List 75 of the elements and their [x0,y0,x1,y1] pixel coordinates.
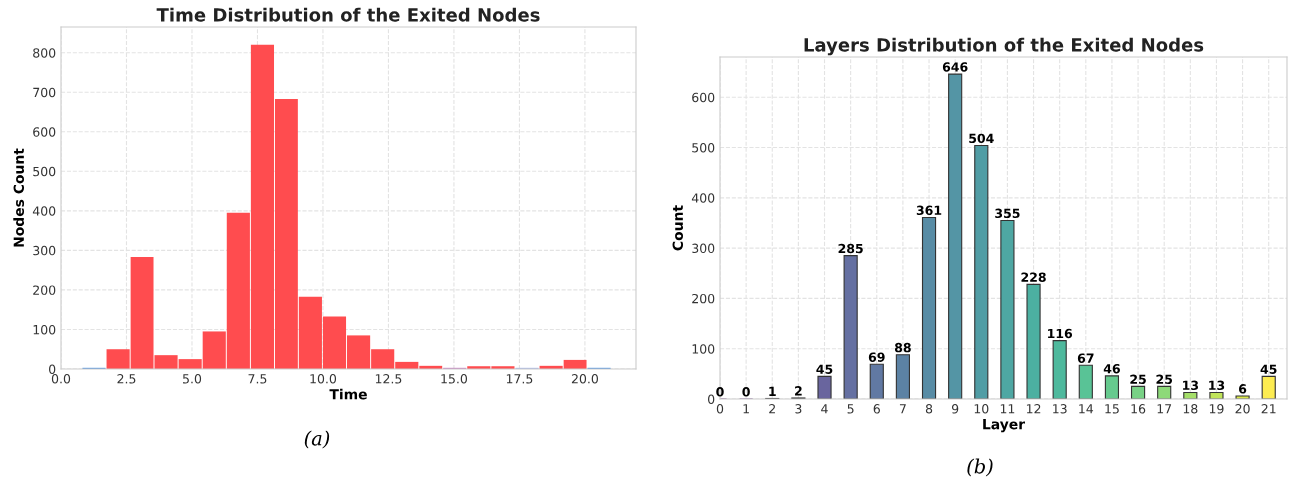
y-tick-label: 800 [33,48,56,58]
x-tick-label: 15.0 [441,374,468,384]
data-label: 504 [969,133,994,144]
y-tick-label: 400 [691,193,715,203]
x-tick-label: 2 [769,404,775,414]
x-tick-label: 5 [847,404,854,414]
y-axis-title: Count [672,205,684,251]
data-label: 0 [742,387,750,397]
data-label: 25 [1156,374,1173,384]
x-tick-label: 2.5 [117,374,136,384]
text: (b) [967,458,993,477]
x-tick-label: 20 [1235,404,1250,414]
y-tick-label: 0 [49,364,56,374]
y-tick-label: 600 [33,127,56,137]
x-tick-label: 12.5 [375,374,402,384]
data-label: 46 [1103,364,1120,374]
x-tick-label: 3 [795,404,802,414]
x-tick-label: 14 [1079,404,1094,414]
x-tick-label: 17.5 [506,374,533,384]
x-tick-label: 19 [1209,404,1224,414]
x-tick-label: 1 [743,404,749,414]
y-tick-label: 0 [708,394,715,404]
x-tick-label: 21 [1261,404,1276,414]
data-label: 25 [1130,374,1146,384]
data-label: 2 [795,386,802,396]
data-label: 361 [916,205,942,216]
y-tick-label: 400 [32,206,56,216]
data-label: 69 [868,352,885,362]
y-tick-label: 200 [33,285,56,295]
x-tick-label: 4 [821,404,828,414]
y-tick-label: 100 [692,344,715,354]
x-tick-label: 11 [1000,404,1015,414]
x-tick-label: 9 [951,404,959,414]
y-tick-label: 100 [33,324,56,335]
data-label: 646 [942,62,968,72]
data-label: 6 [1239,384,1247,394]
data-label: 67 [1077,353,1094,363]
x-tick-label: 0 [716,404,724,414]
x-tick-label: 0.0 [51,374,71,384]
y-tick-label: 500 [33,166,56,177]
y-tick-label: 300 [692,243,715,254]
x-tick-label: 10 [974,404,989,414]
x-tick-label: 20.0 [571,374,598,384]
data-label: 45 [816,364,833,374]
x-tick-label: 18 [1183,404,1198,414]
x-axis-title: Layer [983,419,1026,433]
data-label: 228 [1021,272,1046,282]
data-label: 88 [894,342,911,353]
x-tick-label: 12 [1026,404,1041,414]
x-tick-label: 16 [1131,404,1146,414]
data-label: 0 [716,387,724,397]
x-tick-label: 8 [925,404,933,414]
y-tick-label: 200 [692,293,715,304]
x-axis-title: Time [329,388,367,400]
x-tick-label: 7 [899,404,906,414]
text: (a) [304,430,330,449]
x-tick-label: 17 [1157,404,1172,414]
x-tick-label: 6 [873,404,880,414]
data-label: 355 [995,208,1020,219]
x-tick-label: 10.0 [310,374,337,384]
x-tick-label: 5.0 [183,374,202,384]
y-tick-label: 700 [33,87,56,98]
y-axis-title: Nodes Count [13,148,25,247]
y-tick-label: 600 [692,92,715,103]
data-label: 116 [1048,328,1073,339]
y-tick-label: 500 [692,143,715,153]
chart-title: Time Distribution of the Exited Nodes [156,7,540,22]
x-tick-label: 13 [1053,404,1067,414]
x-tick-label: 7.5 [248,374,267,384]
data-label: 1 [769,386,776,396]
y-tick-label: 300 [33,245,56,256]
x-tick-label: 15 [1105,404,1119,414]
chart-title: Layers Distribution of the Exited Nodes [804,37,1204,56]
data-label: 45 [1260,364,1277,374]
data-label: 285 [838,243,863,254]
